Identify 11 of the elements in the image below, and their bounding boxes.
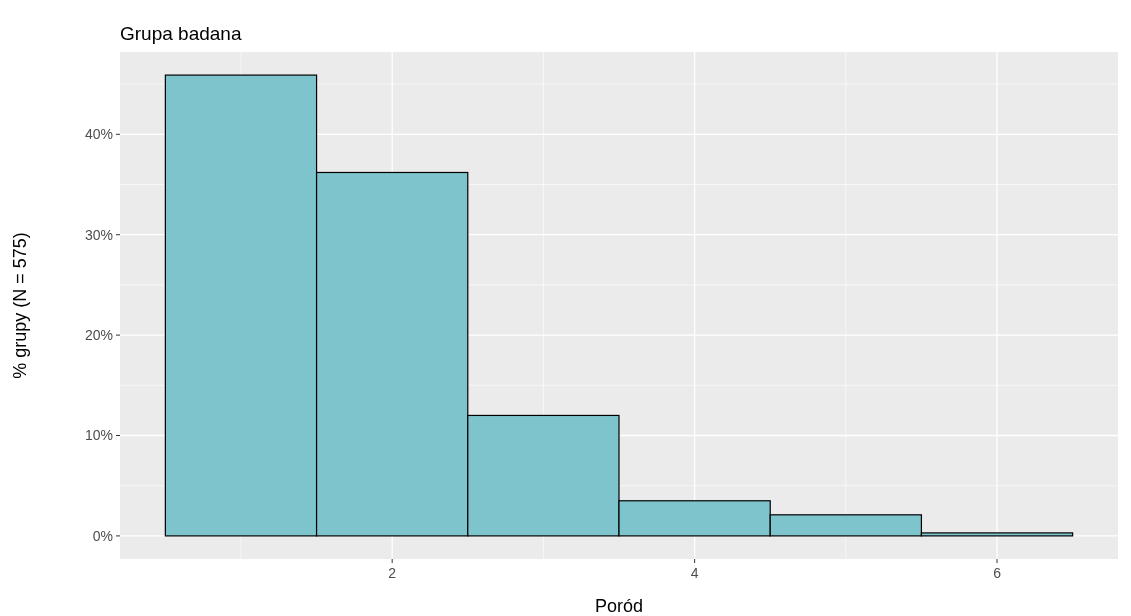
y-tick-label: 20% xyxy=(84,327,113,344)
y-axis-title: % grupy (N = 575) xyxy=(10,232,30,379)
x-axis-title: Poród xyxy=(594,596,644,616)
x-tick-label: 2 xyxy=(388,565,397,581)
chart-title: Grupa badana xyxy=(120,23,242,44)
y-tick-label: 40% xyxy=(84,126,113,143)
x-tick-label: 6 xyxy=(993,565,1002,581)
y-tick-label: 30% xyxy=(84,226,113,243)
x-tick-label: 4 xyxy=(690,565,699,581)
y-tick-label: 10% xyxy=(84,427,113,444)
y-tick-label: 0% xyxy=(92,527,113,544)
